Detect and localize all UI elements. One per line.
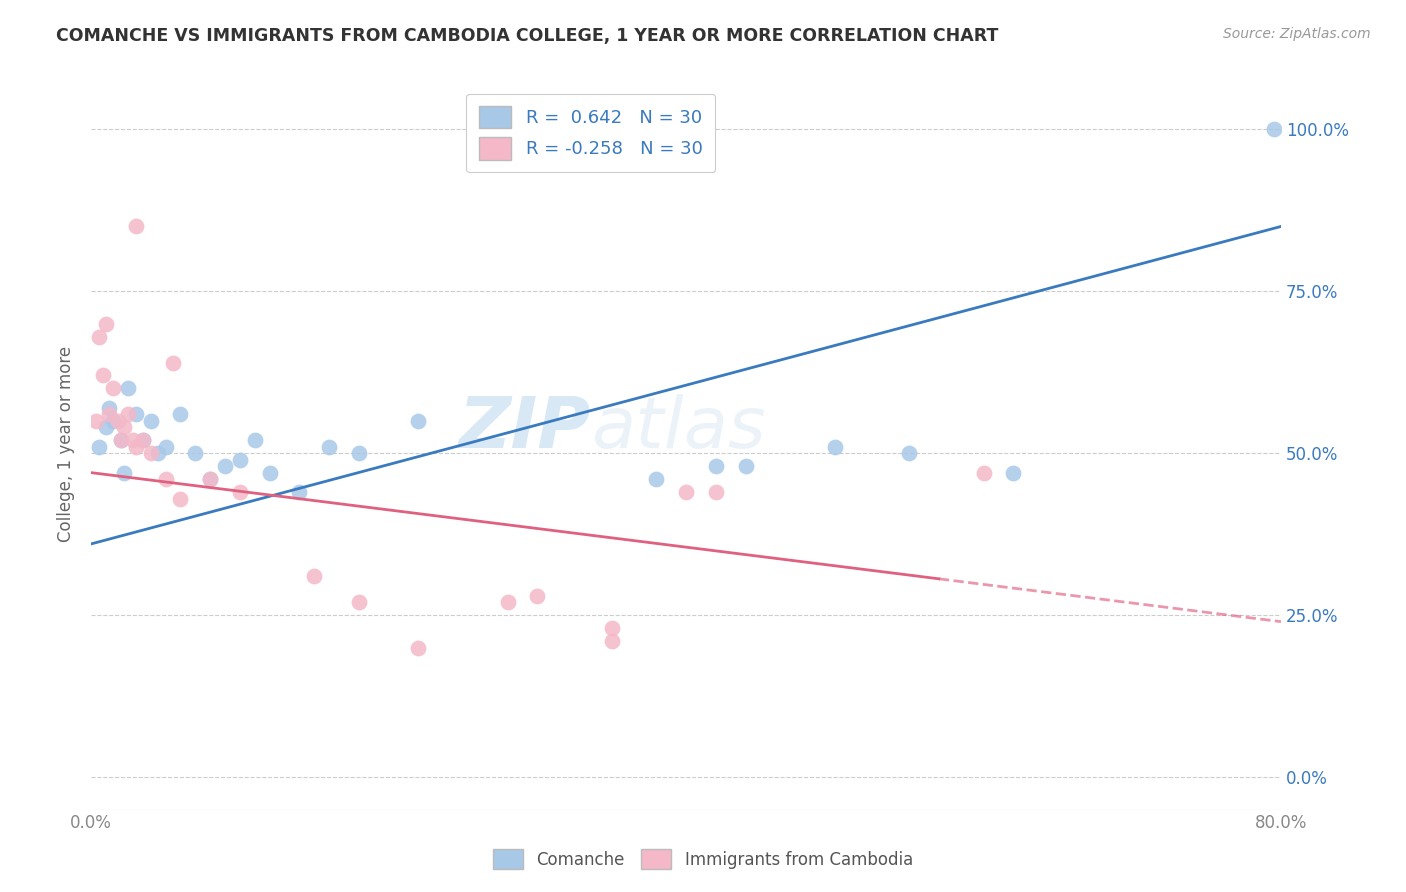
Point (117, 381, 139, 395)
Point (229, 485, 252, 500)
Point (229, 452, 252, 467)
Point (94, 420, 117, 434)
Point (1002, 466, 1025, 480)
Point (112, 420, 135, 434)
Point (112, 466, 135, 480)
Point (125, 440, 148, 454)
Point (704, 459, 727, 474)
Point (198, 472, 221, 486)
Point (91, 368, 114, 383)
Point (125, 408, 148, 422)
Point (318, 440, 340, 454)
Point (117, 408, 139, 422)
Point (302, 569, 325, 583)
Point (169, 491, 191, 506)
Point (110, 434, 132, 448)
Point (155, 472, 177, 486)
Point (898, 446, 921, 460)
Point (243, 434, 266, 448)
Legend: R =  0.642   N = 30, R = -0.258   N = 30: R = 0.642 N = 30, R = -0.258 N = 30 (467, 94, 716, 172)
Point (347, 446, 370, 460)
Point (408, 414, 430, 428)
Y-axis label: College, 1 year or more: College, 1 year or more (58, 345, 75, 541)
Point (526, 589, 548, 603)
Point (110, 434, 132, 448)
Point (973, 466, 995, 480)
Text: atlas: atlas (591, 394, 765, 463)
Point (87, 329, 110, 343)
Point (103, 381, 125, 395)
Point (84, 414, 107, 428)
Point (107, 414, 129, 428)
Point (259, 466, 281, 480)
Text: Source: ZipAtlas.com: Source: ZipAtlas.com (1223, 27, 1371, 41)
Point (169, 408, 191, 422)
Point (121, 434, 143, 448)
Point (139, 414, 162, 428)
Point (146, 446, 169, 460)
Point (139, 446, 162, 460)
Point (132, 434, 155, 448)
Point (600, 634, 623, 648)
Point (214, 459, 236, 474)
Point (132, 434, 155, 448)
Point (704, 485, 727, 500)
Point (125, 219, 148, 234)
Point (155, 440, 177, 454)
Point (645, 472, 668, 486)
Point (94, 317, 117, 331)
Point (162, 355, 184, 369)
Point (824, 440, 846, 454)
Point (288, 485, 311, 500)
Point (98, 408, 121, 422)
Point (347, 595, 370, 609)
Text: COMANCHE VS IMMIGRANTS FROM CAMBODIA COLLEGE, 1 YEAR OR MORE CORRELATION CHART: COMANCHE VS IMMIGRANTS FROM CAMBODIA COL… (56, 27, 998, 45)
Point (98, 401, 121, 415)
Point (675, 485, 697, 500)
Legend: Comanche, Immigrants from Cambodia: Comanche, Immigrants from Cambodia (484, 838, 922, 880)
Point (103, 414, 125, 428)
Point (734, 459, 756, 474)
Text: ZIP: ZIP (458, 394, 591, 463)
Point (198, 472, 221, 486)
Point (87, 440, 110, 454)
Point (408, 640, 430, 655)
Point (600, 621, 623, 635)
Point (184, 446, 207, 460)
Point (496, 595, 519, 609)
Point (1263, 122, 1285, 136)
